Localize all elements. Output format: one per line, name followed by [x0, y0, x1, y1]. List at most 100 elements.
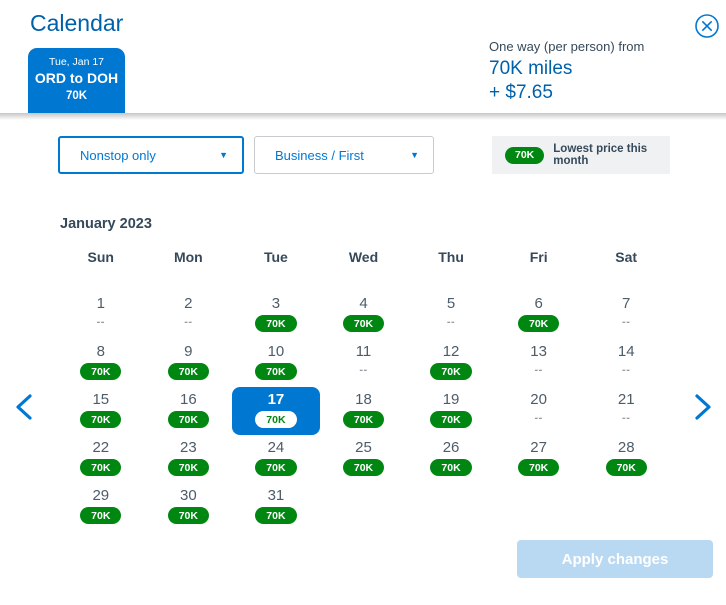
calendar-day-20: 20 -- — [495, 387, 583, 435]
calendar-day-7: 7 -- — [582, 291, 670, 339]
no-availability-dashes: -- — [622, 316, 631, 328]
price-summary-label: One way (per person) from — [489, 39, 645, 54]
calendar-day-1: 1 -- — [57, 291, 145, 339]
day-number: 22 — [92, 439, 110, 456]
cabin-dropdown-value: Business / First — [275, 147, 364, 163]
calendar-day-3[interactable]: 3 70K — [232, 291, 320, 339]
calendar-day-18[interactable]: 18 70K — [320, 387, 408, 435]
price-summary: One way (per person) from 70K miles + $7… — [489, 38, 644, 105]
chevron-right-icon — [685, 394, 719, 427]
no-availability-dashes: -- — [622, 412, 631, 424]
day-number: 23 — [180, 439, 197, 456]
price-badge: 70K — [167, 363, 209, 380]
calendar-day-16[interactable]: 16 70K — [145, 387, 233, 435]
calendar-day-29[interactable]: 29 70K — [57, 483, 145, 531]
price-badge: 70K — [80, 459, 122, 476]
calendar-day-28[interactable]: 28 70K — [582, 435, 670, 483]
day-header-wed: Wed — [348, 249, 379, 265]
calendar-day-26[interactable]: 26 70K — [407, 435, 495, 483]
day-number: 19 — [442, 391, 460, 408]
stops-dropdown-value: Nonstop only — [80, 147, 156, 163]
cabin-dropdown[interactable]: Business / First ▼ — [254, 136, 434, 174]
close-icon — [694, 14, 720, 42]
price-badge: 70K — [167, 411, 209, 428]
price-badge: 70K — [255, 507, 297, 524]
close-button[interactable] — [694, 13, 720, 39]
trip-price: 70K — [65, 90, 88, 102]
price-badge: 70K — [80, 363, 122, 380]
day-number: 16 — [180, 391, 197, 408]
price-summary-taxes: + $7.65 — [489, 82, 553, 103]
page-title: Calendar — [30, 10, 124, 36]
day-number: 7 — [622, 295, 631, 312]
no-availability-dashes: -- — [534, 364, 543, 376]
price-badge: 70K — [167, 459, 209, 476]
day-header-sun: Sun — [87, 249, 114, 265]
day-number: 4 — [359, 295, 368, 312]
day-number: 3 — [271, 295, 281, 312]
next-month-button[interactable] — [685, 390, 719, 424]
calendar-day-13: 13 -- — [495, 339, 583, 387]
calendar-day-25[interactable]: 25 70K — [320, 435, 408, 483]
price-badge: 70K — [255, 363, 297, 380]
price-badge: 70K — [430, 363, 472, 380]
day-number: 27 — [530, 439, 547, 456]
calendar-day-23[interactable]: 23 70K — [145, 435, 233, 483]
day-number: 12 — [442, 343, 460, 360]
calendar-day-30[interactable]: 30 70K — [145, 483, 233, 531]
calendar-day-12[interactable]: 12 70K — [407, 339, 495, 387]
price-badge: 70K — [518, 459, 560, 476]
day-number: 31 — [267, 487, 285, 504]
calendar-day-5: 5 -- — [407, 291, 495, 339]
lowest-price-legend: 70K Lowest price this month — [492, 136, 670, 174]
calendar-day-19[interactable]: 19 70K — [407, 387, 495, 435]
calendar-day-15[interactable]: 15 70K — [57, 387, 145, 435]
calendar-day-24[interactable]: 24 70K — [232, 435, 320, 483]
trip-route: ORD to DOH — [34, 70, 119, 86]
apply-changes-button[interactable]: Apply changes — [517, 540, 713, 578]
prev-month-button[interactable] — [8, 390, 42, 424]
selected-trip-tab[interactable]: Tue, Jan 17 ORD to DOH 70K — [28, 48, 125, 113]
calendar-day-4[interactable]: 4 70K — [320, 291, 408, 339]
no-availability-dashes: -- — [534, 412, 543, 424]
day-number: 5 — [446, 295, 456, 312]
calendar-day-21: 21 -- — [582, 387, 670, 435]
price-badge: 70K — [342, 315, 385, 332]
calendar-day-11: 11 -- — [320, 339, 408, 387]
day-number: 30 — [180, 487, 197, 504]
calendar-day-10[interactable]: 10 70K — [232, 339, 320, 387]
no-availability-dashes: -- — [184, 316, 193, 328]
stops-dropdown[interactable]: Nonstop only ▼ — [58, 136, 244, 174]
day-number: 13 — [530, 343, 547, 360]
trip-date: Tue, Jan 17 — [48, 56, 105, 68]
day-number: 21 — [617, 391, 635, 408]
chevron-down-icon: ▼ — [219, 150, 228, 160]
price-badge: 70K — [518, 315, 560, 332]
calendar-day-17[interactable]: 17 70K — [232, 387, 320, 435]
day-number: 2 — [184, 295, 193, 312]
calendar-day-8[interactable]: 8 70K — [57, 339, 145, 387]
calendar-day-9[interactable]: 9 70K — [145, 339, 233, 387]
calendar-day-22[interactable]: 22 70K — [57, 435, 145, 483]
day-number: 10 — [267, 343, 285, 360]
calendar-day-27[interactable]: 27 70K — [495, 435, 583, 483]
no-availability-dashes: -- — [446, 316, 456, 328]
day-header-tue: Tue — [263, 249, 288, 265]
day-number: 29 — [92, 487, 110, 504]
price-badge: 70K — [605, 459, 647, 476]
day-number: 18 — [355, 391, 372, 408]
calendar-grid: Sun Mon Tue Wed Thu Fri Sat 1 -- 2 -- 3 70K 4 7… — [57, 243, 670, 531]
price-badge: 70K — [80, 411, 122, 428]
no-availability-dashes: -- — [622, 364, 631, 376]
price-badge: 70K — [255, 411, 297, 428]
chevron-left-icon — [8, 394, 42, 427]
header-divider — [0, 113, 726, 120]
day-number: 26 — [442, 439, 460, 456]
day-number: 24 — [267, 439, 285, 456]
day-header-mon: Mon — [173, 249, 203, 265]
day-header-thu: Thu — [438, 249, 464, 265]
calendar-day-6[interactable]: 6 70K — [495, 291, 583, 339]
day-header-fri: Fri — [529, 249, 548, 265]
calendar-day-31[interactable]: 31 70K — [232, 483, 320, 531]
